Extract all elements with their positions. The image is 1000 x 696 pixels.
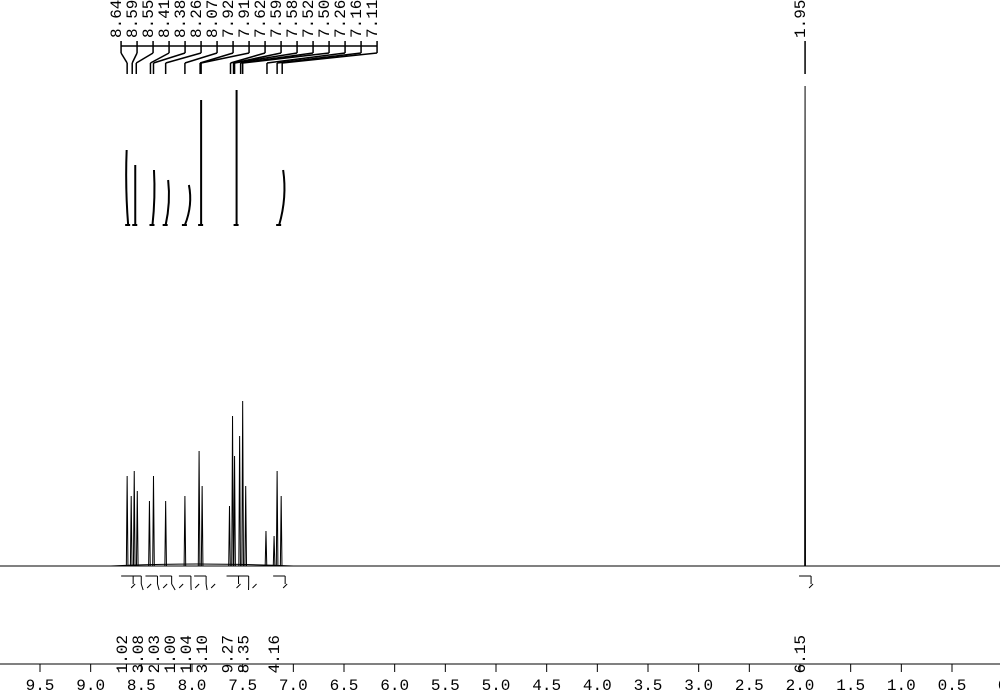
integral-leader (157, 584, 159, 590)
axis-tick-label: 8.5 (127, 677, 156, 695)
spectrum-peak (149, 476, 157, 566)
axis-tick-label: 1.5 (836, 677, 865, 695)
integral-tick (195, 584, 199, 588)
axis-tick-label: 5.0 (482, 677, 511, 695)
integral-tick (237, 584, 241, 588)
axis-tick-label: 8.0 (178, 677, 207, 695)
peak-tree-fan (132, 53, 137, 63)
axis-tick-label: 1.0 (887, 677, 916, 695)
integral-tick (179, 584, 183, 588)
nmr-svg: 9.5 9.0 8.5 8.0 7.5 7.0 6.5 6.0 5.5 5.0 4.5 4.0 3.5 3… (0, 0, 1000, 696)
integral-value-label: 6.15 (792, 635, 810, 673)
integral-tick (253, 584, 257, 588)
integral-value-label: 8.35 (236, 635, 254, 673)
zoom-peak-line (126, 150, 128, 225)
spectrum-peak (277, 496, 285, 566)
integral-bracket (194, 576, 206, 584)
integral-leader (206, 584, 207, 590)
axis-tick-label: 4.5 (532, 677, 561, 695)
peak-tree-fan (185, 53, 217, 63)
spectrum-peak (123, 476, 131, 566)
peak-ppm-label: 1.95 (792, 0, 810, 38)
integral-bracket (145, 576, 157, 584)
spectrum-peak (801, 86, 809, 566)
axis-tick-label: 3.5 (634, 677, 663, 695)
integral-bracket (129, 576, 141, 584)
peak-ppm-label: 7.11 (364, 0, 382, 38)
axis-tick-label: 9.5 (26, 677, 55, 695)
integral-bracket (227, 576, 239, 584)
zoom-peak-line (152, 170, 154, 225)
integral-tick (809, 584, 813, 588)
zoom-peak-line (166, 180, 169, 225)
integral-bracket (121, 576, 133, 584)
axis-tick-label: 6.0 (380, 677, 409, 695)
nmr-spectrum-container: 9.5 9.0 8.5 8.0 7.5 7.0 6.5 6.0 5.5 5.0 4.5 4.0 3.5 3… (0, 0, 1000, 696)
axis-tick-label: 7.0 (279, 677, 308, 695)
peak-tree-fan (121, 53, 127, 63)
integral-leader (141, 584, 143, 590)
zoom-peak-line (185, 185, 190, 225)
integral-bracket (160, 576, 172, 584)
spectrum-peak (262, 531, 270, 566)
spectrum-peak (145, 501, 153, 566)
integral-tick (147, 584, 151, 588)
axis-tick-label: 6.5 (330, 677, 359, 695)
spectrum-peak (162, 501, 170, 566)
integral-tick (163, 584, 167, 588)
integral-value-label: 4.16 (266, 635, 284, 673)
integral-tick (283, 584, 287, 588)
axis-tick-label: 2.5 (735, 677, 764, 695)
integral-bracket (273, 576, 285, 584)
axis-tick-label: 9.0 (76, 677, 105, 695)
peak-tree-fan (136, 53, 153, 63)
integral-tick (131, 584, 135, 588)
axis-tick-label: 5.5 (431, 677, 460, 695)
integral-value-label: 3.10 (194, 635, 212, 673)
axis-tick-label: 0.5 (938, 677, 967, 695)
integral-tick (211, 584, 215, 588)
axis-tick-label: 3.0 (684, 677, 713, 695)
axis-tick-label: 4.0 (583, 677, 612, 695)
spectrum-peak (181, 496, 189, 566)
axis-tick-label: 7.5 (228, 677, 257, 695)
axis-tick-label: 2.0 (786, 677, 815, 695)
integral-bracket (179, 576, 191, 584)
zoom-peak-line (279, 170, 284, 225)
integral-bracket (799, 576, 811, 584)
integral-leader (172, 584, 175, 590)
